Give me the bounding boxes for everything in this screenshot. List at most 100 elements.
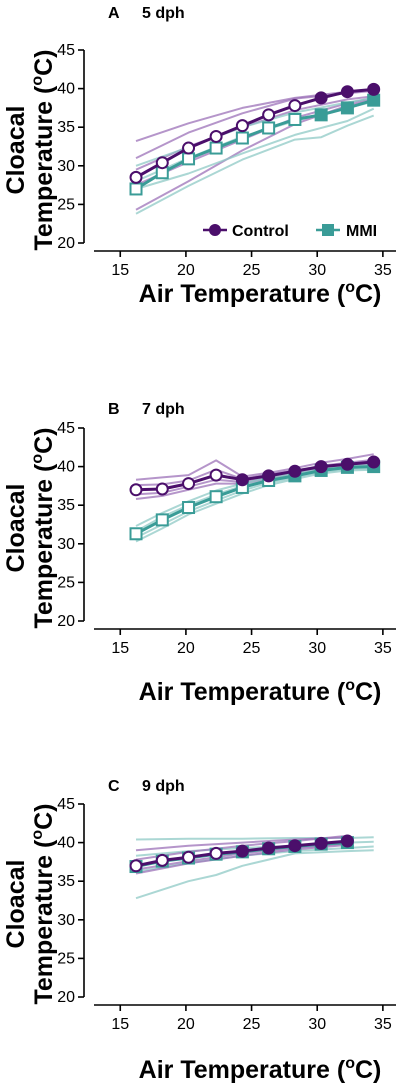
panel-c-ylabel-sup: o [29, 830, 46, 840]
panel-c-control-point-2 [182, 850, 196, 864]
panel-a-mmi-point-3 [209, 141, 223, 155]
panel-b-x-tick-label-35: 35 [374, 640, 392, 657]
panel-a-control-point-8 [340, 85, 354, 99]
panel-a-y-tick-label-35: 35 [57, 119, 75, 136]
panel-a-individual-mmi-7 [135, 107, 375, 190]
panel-c-x-tick-label-30: 30 [308, 1016, 326, 1033]
panel-b-control-point-8 [340, 457, 354, 471]
panel-a-mmi-point-8 [340, 101, 354, 115]
panel-b-control-point-9 [367, 455, 381, 469]
panel-b-x-tick-label-25: 25 [243, 640, 261, 657]
panel-c-xlabel-sup: o [345, 1055, 355, 1072]
panel-a-ylabel-sup: o [29, 76, 46, 86]
panel-a-mmi-mean-line [135, 98, 375, 191]
panel-b-x-tick-label-15: 15 [111, 640, 129, 657]
panel-b-mmi-point-3 [209, 490, 223, 504]
panel-c-x-tick-label-35: 35 [374, 1016, 392, 1033]
panel-c-control-point-4 [235, 844, 249, 858]
panel-b-title: 7 dph [142, 401, 185, 418]
panel-a-ylabel-unit: C) [30, 49, 58, 75]
panel-b-y-tick-label-20: 20 [57, 613, 75, 630]
panel-c-xlabel-unit: C) [355, 1056, 381, 1083]
panel-b-mmi-point-2 [182, 501, 196, 515]
legend-control-label: Control [232, 223, 289, 240]
panel-b-control-point-4 [235, 473, 249, 487]
panel-c-xlabel: Air Temperature (oC) [139, 1055, 382, 1083]
panel-b-individual-control-0 [135, 453, 374, 481]
panel-a-control-point-4 [235, 119, 249, 133]
panel-b-xlabel: Air Temperature (oC) [139, 677, 382, 706]
panel-a-mmi-point-0 [129, 182, 143, 196]
panel-b-mmi-point-0 [129, 527, 143, 541]
panel-b: B 7 dph 20 25 30 35 40 45 15 20 25 30 35 Cloacal T… [2, 401, 396, 706]
legend-mmi-label: MMI [346, 223, 377, 240]
panel-a-mmi-point-9 [367, 93, 381, 107]
panel-a-x-tick-label-25: 25 [243, 262, 261, 279]
panel-a-y-tick-label-40: 40 [57, 81, 75, 98]
panel-a-mmi-point-4 [235, 131, 249, 145]
panel-a-xlabel-unit: C) [355, 280, 381, 308]
panel-a-control-point-6 [288, 99, 302, 113]
panel-b-x-tick-label-20: 20 [177, 640, 195, 657]
panel-a-y-tick-label-25: 25 [57, 196, 75, 213]
panel-a-xlabel: Air Temperature (oC) [139, 279, 382, 308]
panel-c-individual-mmi-3 [135, 849, 374, 900]
legend: Control MMI [203, 223, 377, 240]
panel-b-mmi-point-1 [155, 513, 169, 527]
panel-a-y-tick-label-45: 45 [57, 42, 75, 59]
panel-b-control-mean-line [135, 460, 374, 492]
panel-a-x-tick-label-30: 30 [308, 262, 326, 279]
panel-c-ylabel-line1: Cloacal [2, 860, 30, 949]
panel-c-x-tick-label-20: 20 [177, 1016, 195, 1033]
panel-a-plot: 20 25 30 35 40 45 15 20 25 30 35 [57, 42, 396, 279]
panel-b-ylabel-line2: Temperature (oC) [29, 427, 58, 628]
panel-a-mmi-point-5 [262, 121, 276, 135]
panel-c-control-point-6 [288, 839, 302, 853]
panel-b-mmi-mean-line [135, 465, 374, 536]
panel-b-y-tick-label-40: 40 [57, 459, 75, 476]
panel-c-y-tick-label-20: 20 [57, 989, 75, 1006]
panel-b-control-point-1 [155, 482, 169, 496]
panel-b-ylabel-unit: C) [30, 427, 58, 453]
panel-a-letter: A [108, 5, 120, 22]
panel-c-individual-control-7 [135, 836, 348, 852]
panel-c-control-point-1 [155, 853, 169, 867]
panel-a-control-point-9 [367, 82, 381, 96]
panel-b-plot: 20 25 30 35 40 45 15 20 25 30 35 [57, 420, 396, 657]
panel-c-ylabel-text: Temperature ( [30, 839, 58, 1005]
panel-c-title: 9 dph [142, 778, 185, 795]
panel-b-individual-mmi-7 [135, 468, 374, 543]
panel-c-y-tick-label-45: 45 [57, 796, 75, 813]
panel-c-control-point-5 [262, 841, 276, 855]
panel-c-xlabel-text: Air Temperature [139, 1056, 330, 1083]
panel-b-y-tick-label-25: 25 [57, 574, 75, 591]
panel-a-ylabel-text: Temperature ( [30, 85, 58, 251]
panel-a-control-point-7 [314, 91, 328, 105]
panel-a-xlabel-text: Air Temperature [139, 280, 330, 308]
panel-c-x-tick-label-25: 25 [243, 1016, 261, 1033]
panel-b-y-tick-label-45: 45 [57, 420, 75, 437]
panel-c-control-point-3 [209, 846, 223, 860]
panel-c-y-tick-label-35: 35 [57, 873, 75, 890]
legend-control-marker [209, 224, 221, 236]
panel-b-ylabel-line1: Cloacal [2, 484, 30, 573]
panel-b-y-tick-label-35: 35 [57, 497, 75, 514]
panel-c-x-tick-label-15: 15 [111, 1016, 129, 1033]
panel-b-ylabel-sup: o [29, 454, 46, 464]
panel-a-x-tick-label-15: 15 [111, 262, 129, 279]
panel-a-mmi-point-2 [182, 152, 196, 166]
panel-a-mmi-point-6 [288, 112, 302, 126]
panel-c-y-tick-label-40: 40 [57, 835, 75, 852]
panel-a-control-point-2 [182, 141, 196, 155]
panel-b-control-point-2 [182, 477, 196, 491]
legend-mmi-marker [322, 224, 334, 236]
panel-c-control-point-8 [340, 834, 354, 848]
panel-a-y-tick-label-20: 20 [57, 235, 75, 252]
panel-b-control-point-7 [314, 460, 328, 474]
panel-c: C 9 dph 20 25 30 35 40 45 15 20 25 30 35 Cloacal T… [2, 778, 396, 1083]
panel-c-ylabel-unit: C) [30, 803, 58, 829]
panel-c-letter: C [108, 778, 120, 795]
panel-a-ylabel-line2: Temperature (oC) [29, 49, 58, 250]
panel-b-control-point-0 [129, 483, 143, 497]
